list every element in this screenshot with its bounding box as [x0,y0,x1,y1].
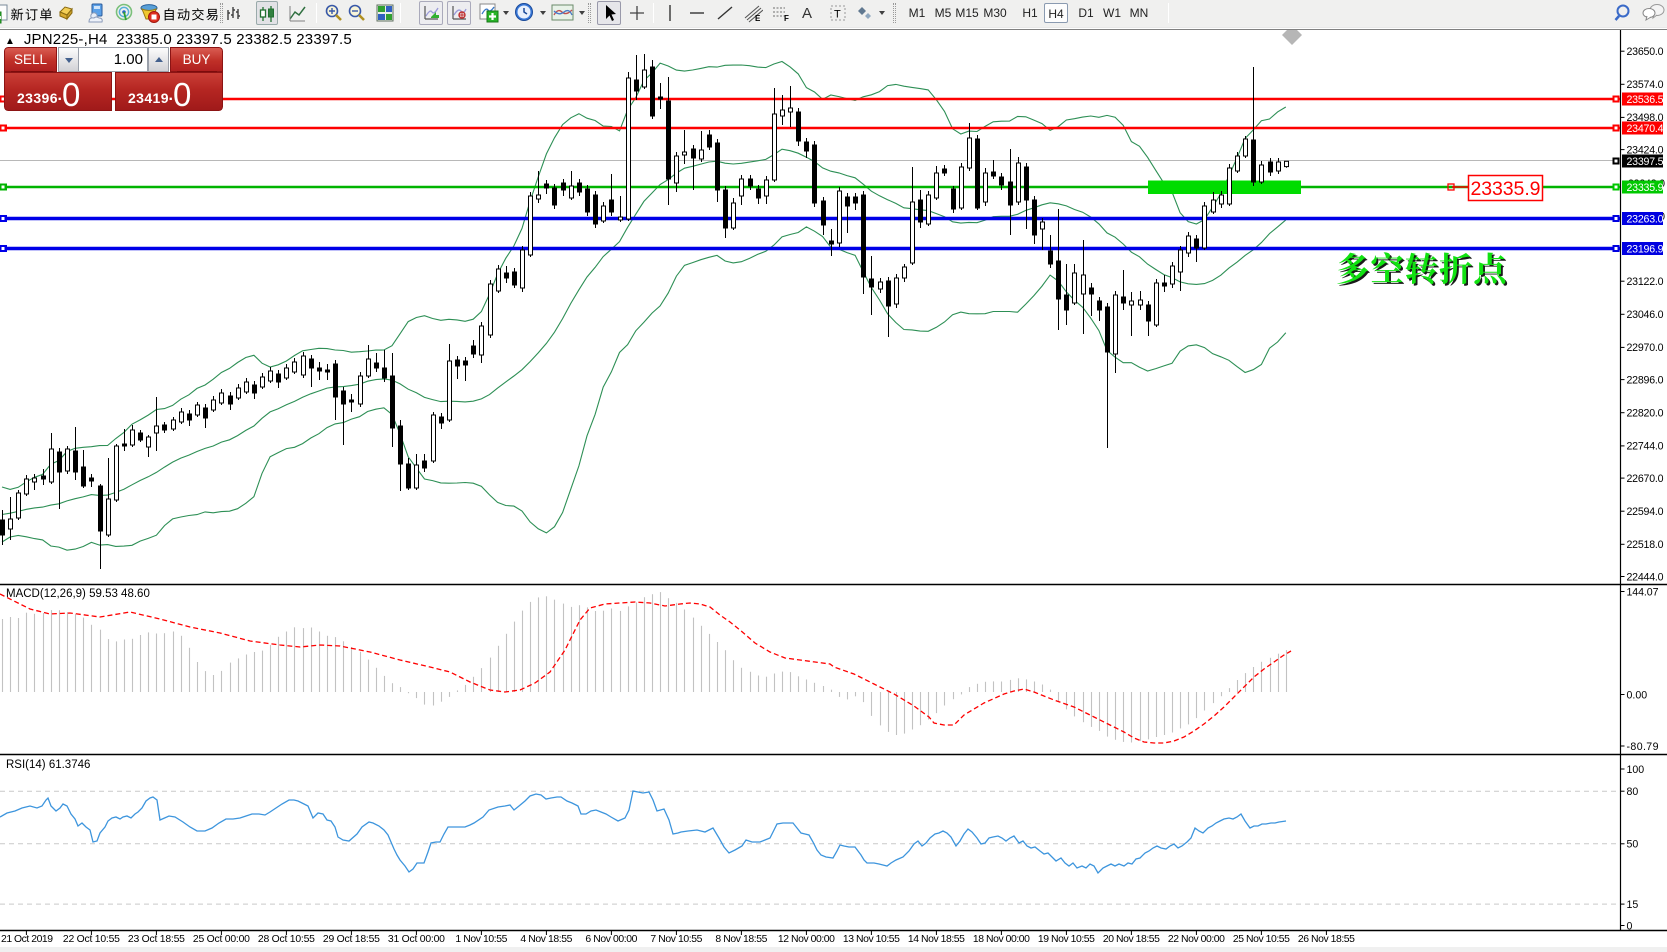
svg-text:6 Nov 00:00: 6 Nov 00:00 [585,934,637,945]
svg-text:22 Nov 00:00: 22 Nov 00:00 [1168,934,1225,945]
svg-text:RSI(14) 61.3746: RSI(14) 61.3746 [6,759,90,771]
svg-text:23424.0: 23424.0 [1627,144,1664,156]
svg-text:23335.9: 23335.9 [1471,178,1541,200]
svg-text:25 Oct 00:00: 25 Oct 00:00 [193,934,250,945]
svg-text:25 Nov 10:55: 25 Nov 10:55 [1233,934,1290,945]
svg-text:23122.0: 23122.0 [1627,276,1664,288]
svg-text:20 Nov 18:55: 20 Nov 18:55 [1103,934,1160,945]
svg-text:29 Oct 18:55: 29 Oct 18:55 [323,934,380,945]
svg-text:19 Nov 10:55: 19 Nov 10:55 [1038,934,1095,945]
svg-text:22518.0: 22518.0 [1627,539,1664,551]
svg-text:23536.5: 23536.5 [1627,94,1664,106]
svg-text:23574.0: 23574.0 [1627,79,1664,91]
svg-text:23263.0: 23263.0 [1627,213,1664,225]
svg-text:22970.0: 22970.0 [1627,342,1664,354]
svg-text:15: 15 [1627,899,1639,911]
svg-text:MACD(12,26,9) 59.53 48.60: MACD(12,26,9) 59.53 48.60 [6,588,150,600]
svg-text:26 Nov 18:55: 26 Nov 18:55 [1298,934,1355,945]
svg-text:50: 50 [1627,839,1639,851]
svg-text:T: T [834,9,841,21]
svg-text:144.07: 144.07 [1627,586,1659,598]
svg-text:23196.9: 23196.9 [1627,243,1664,255]
svg-text:12 Nov 00:00: 12 Nov 00:00 [778,934,835,945]
svg-text:F: F [784,14,789,23]
svg-text:23335.9: 23335.9 [1627,182,1664,194]
svg-text:22896.0: 22896.0 [1627,374,1664,386]
svg-text:80: 80 [1627,786,1639,798]
svg-text:22444.0: 22444.0 [1627,571,1664,583]
svg-text:22 Oct 10:55: 22 Oct 10:55 [63,934,120,945]
svg-text:23 Oct 18:55: 23 Oct 18:55 [128,934,185,945]
svg-text:4 Nov 18:55: 4 Nov 18:55 [520,934,572,945]
svg-text:E: E [755,14,761,23]
svg-text:7 Nov 10:55: 7 Nov 10:55 [650,934,702,945]
svg-text:23498.0: 23498.0 [1627,112,1664,124]
svg-text:23470.4: 23470.4 [1627,123,1664,135]
svg-text:14 Nov 18:55: 14 Nov 18:55 [908,934,965,945]
svg-text:28 Oct 10:55: 28 Oct 10:55 [258,934,315,945]
svg-text:8 Nov 18:55: 8 Nov 18:55 [715,934,767,945]
svg-text:18 Nov 00:00: 18 Nov 00:00 [973,934,1030,945]
svg-text:22744.0: 22744.0 [1627,441,1664,453]
svg-text:31 Oct 00:00: 31 Oct 00:00 [388,934,445,945]
svg-text:0: 0 [1627,920,1633,932]
svg-text:22594.0: 22594.0 [1627,506,1664,518]
svg-text:100: 100 [1627,764,1645,776]
svg-text:-80.79: -80.79 [1627,741,1659,753]
svg-text:0.00: 0.00 [1627,689,1648,701]
svg-text:22820.0: 22820.0 [1627,408,1664,420]
svg-text:1 Nov 10:55: 1 Nov 10:55 [455,934,507,945]
svg-text:23397.5: 23397.5 [1627,156,1664,168]
svg-text:22670.0: 22670.0 [1627,473,1664,485]
svg-text:23046.0: 23046.0 [1627,309,1664,321]
svg-text:23650.0: 23650.0 [1627,46,1664,58]
svg-text:21 Oct 2019: 21 Oct 2019 [1,934,53,945]
svg-text:13 Nov 10:55: 13 Nov 10:55 [843,934,900,945]
